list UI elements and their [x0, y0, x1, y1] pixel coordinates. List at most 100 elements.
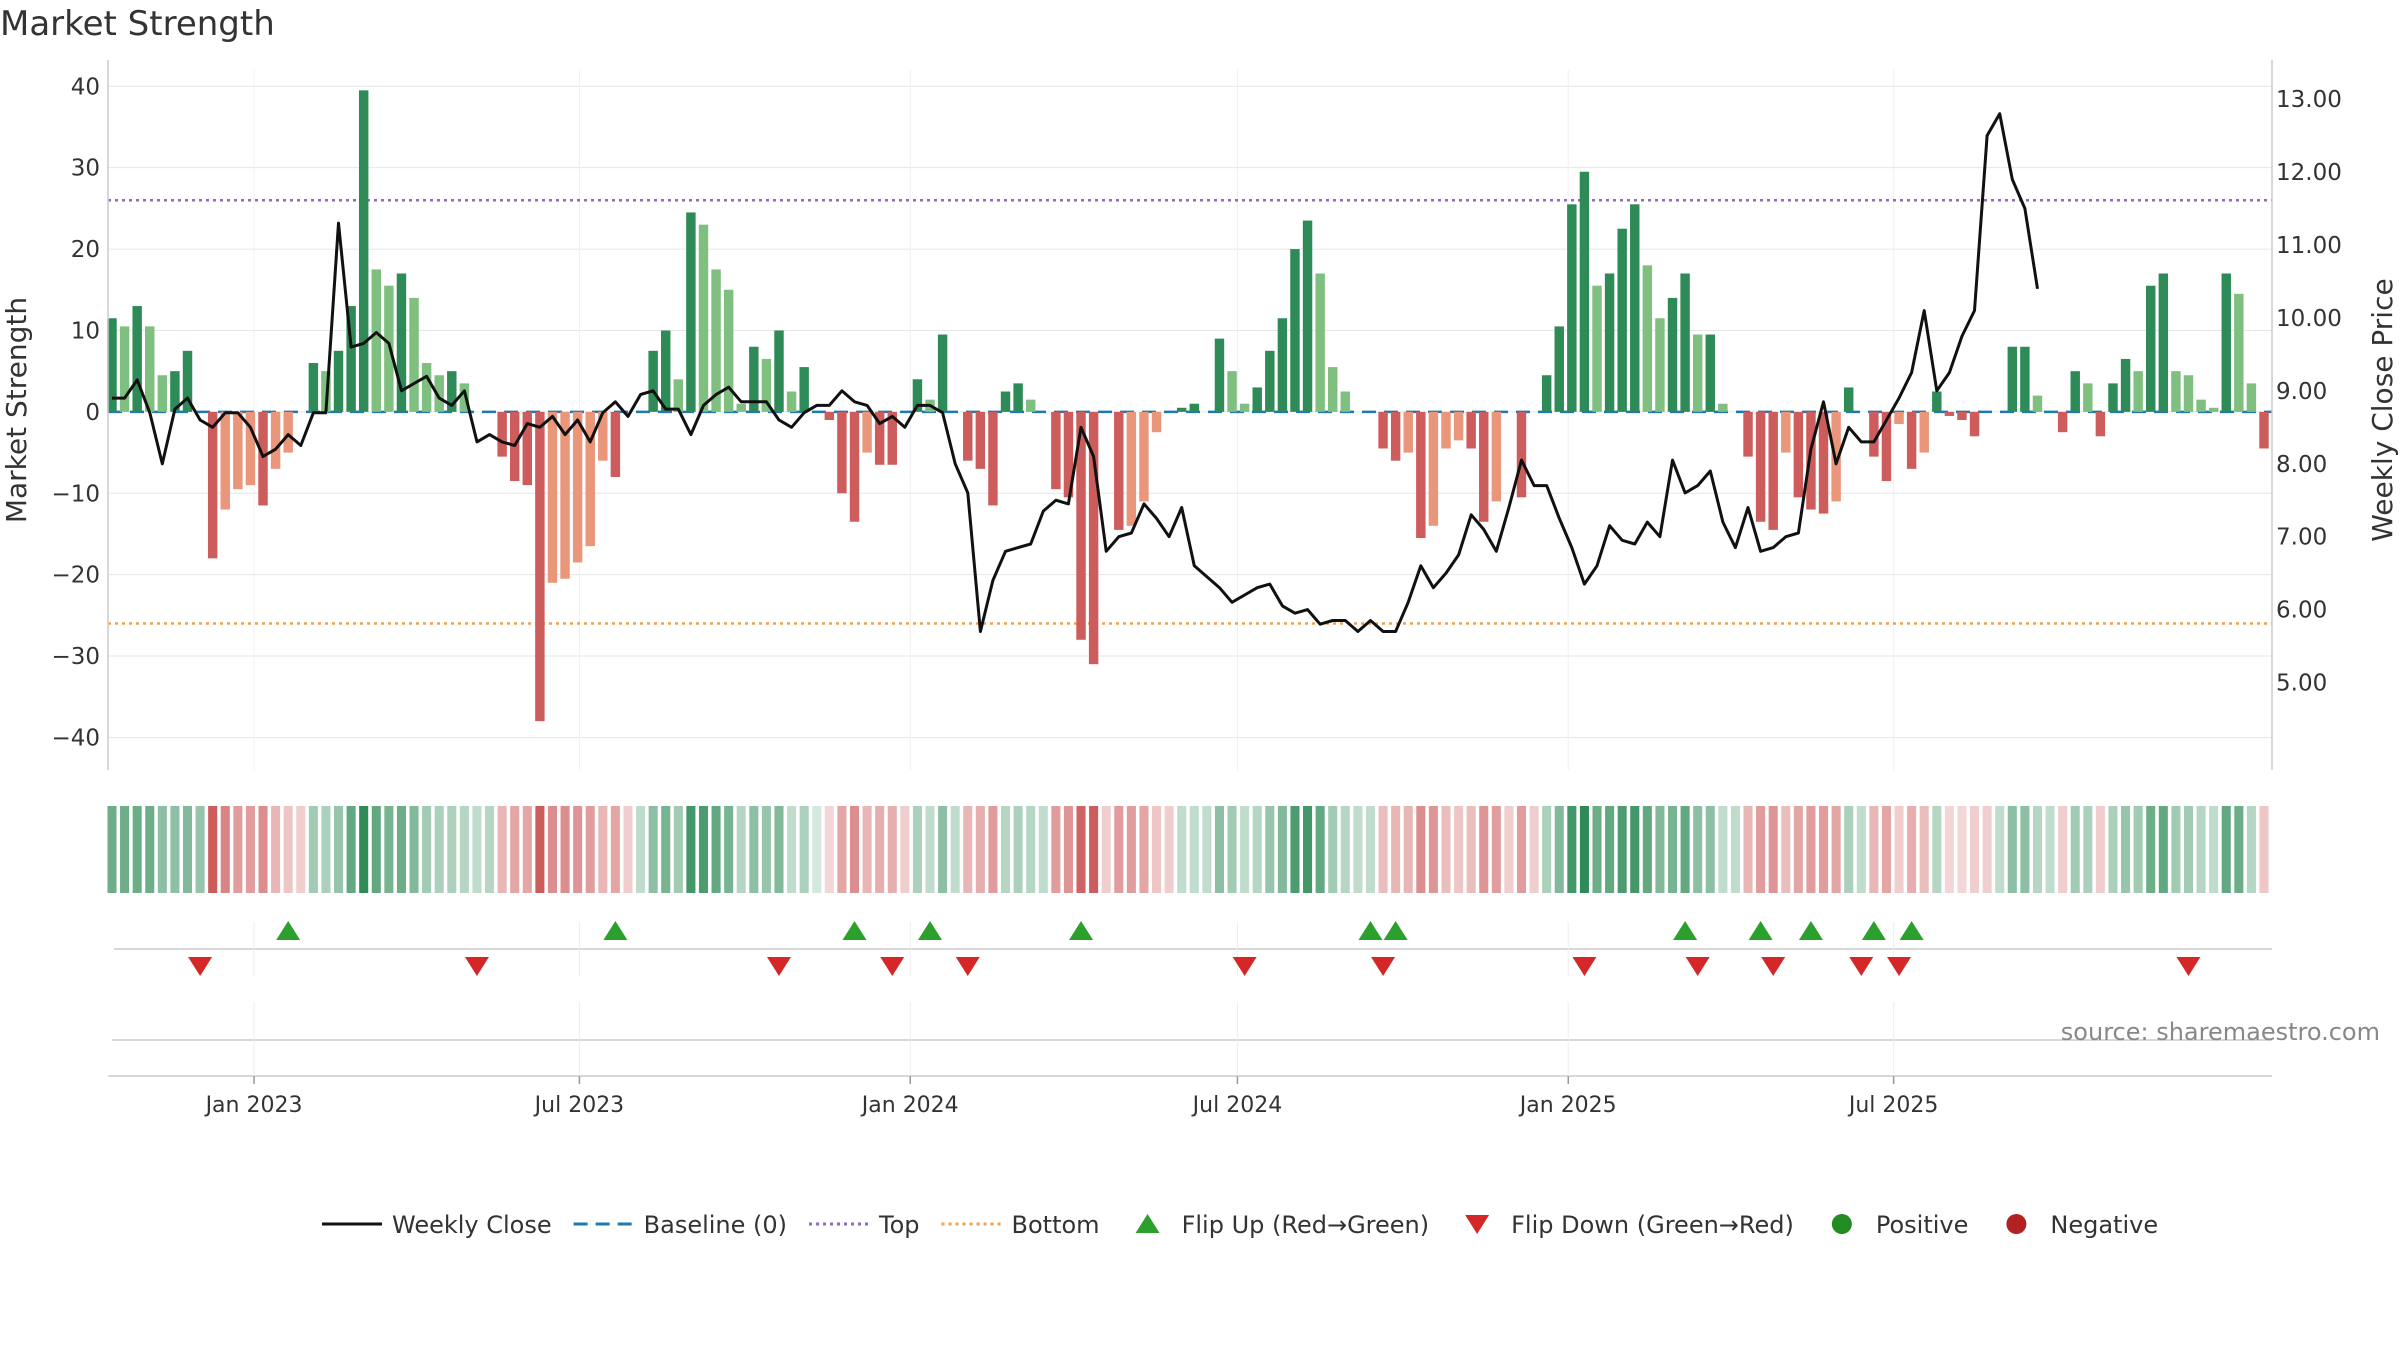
- strength-bar: [711, 269, 721, 412]
- strength-bar: [874, 411, 885, 465]
- strength-swatch: [1353, 806, 1363, 893]
- strength-bar: [1957, 411, 1967, 420]
- strength-swatch: [359, 806, 369, 893]
- strength-bar: [2095, 411, 2106, 437]
- strength-bar: [409, 297, 419, 412]
- right-tick-label: 8.00: [2276, 452, 2327, 478]
- strength-swatch: [686, 806, 696, 893]
- strength-swatch: [1466, 806, 1476, 893]
- strength-swatch: [2058, 806, 2068, 893]
- strength-swatch: [1718, 806, 1728, 893]
- strength-bar: [1441, 411, 1451, 449]
- strength-swatch: [1516, 806, 1527, 893]
- strength-swatch: [1265, 806, 1275, 893]
- strength-swatch: [1076, 806, 1086, 893]
- left-tick-label: 40: [71, 74, 100, 100]
- strength-swatch: [1982, 806, 1992, 893]
- flip-up-marker: [1748, 921, 1773, 940]
- strength-bar: [1277, 318, 1288, 412]
- strength-swatch: [875, 806, 885, 893]
- strength-swatch: [1240, 806, 1250, 893]
- strength-bar: [774, 330, 784, 412]
- flip-up-marker: [1899, 921, 1924, 940]
- strength-swatch: [107, 806, 117, 893]
- strength-swatch: [1290, 806, 1300, 893]
- strength-swatch: [1781, 806, 1791, 893]
- x-tick-label: Jul 2024: [1191, 1093, 1283, 1118]
- strength-swatch: [1944, 806, 1954, 893]
- strength-bar: [1214, 338, 1225, 412]
- strength-swatch: [1428, 806, 1438, 893]
- strength-bar: [157, 375, 168, 412]
- strength-swatch: [182, 806, 193, 893]
- strength-swatch: [724, 806, 734, 893]
- strength-bar: [497, 411, 507, 457]
- weekly-close-line: [112, 112, 2039, 633]
- strength-swatch: [1869, 806, 1879, 893]
- strength-swatch: [396, 806, 406, 893]
- right-tick-label: 7.00: [2276, 525, 2327, 551]
- strength-bar: [1227, 371, 1237, 412]
- strength-swatch: [736, 806, 746, 893]
- flip-down-marker: [1232, 957, 1257, 976]
- strength-bar: [1705, 334, 1715, 412]
- strength-swatch: [1919, 806, 1929, 893]
- strength-bar: [258, 411, 268, 506]
- strength-swatch: [384, 806, 394, 893]
- flip-down-marker: [1849, 957, 1874, 976]
- right-axis-title: Weekly Close Price: [2366, 278, 2399, 541]
- strength-swatch: [157, 806, 167, 893]
- strength-bar: [799, 367, 809, 412]
- strength-swatch: [1844, 806, 1854, 893]
- strength-swatch: [1126, 806, 1136, 893]
- strength-swatch: [1554, 806, 1564, 893]
- strength-swatch: [812, 806, 822, 893]
- strength-bar: [2057, 411, 2068, 433]
- strength-swatch: [1063, 806, 1073, 893]
- strength-swatch: [1303, 806, 1313, 893]
- strength-bar: [522, 411, 533, 486]
- strength-swatch: [975, 806, 985, 893]
- strength-swatch: [610, 806, 620, 893]
- flip-down-marker: [1371, 957, 1396, 976]
- strength-bar: [333, 350, 344, 412]
- strength-bar: [1315, 273, 1325, 412]
- strength-bar: [535, 411, 545, 722]
- strength-bar: [182, 350, 193, 412]
- strength-bar: [598, 411, 608, 461]
- strength-bar: [1680, 273, 1690, 412]
- x-tick-label: Jul 2025: [1847, 1093, 1939, 1118]
- strength-bar: [2070, 371, 2080, 412]
- strength-bar: [1076, 411, 1086, 640]
- strength-bar: [2208, 407, 2219, 412]
- flip-down-marker: [880, 957, 905, 976]
- legend-item: Top: [809, 1211, 920, 1239]
- strength-swatch: [233, 806, 243, 893]
- strength-swatch: [547, 806, 557, 893]
- strength-bar: [1579, 171, 1590, 412]
- strength-swatch: [2234, 806, 2244, 893]
- strength-swatch: [673, 806, 683, 893]
- strength-swatch: [1177, 806, 1187, 893]
- legend-item: Positive: [1831, 1211, 1968, 1239]
- strength-swatch: [2045, 806, 2055, 893]
- strength-bar: [1541, 375, 1552, 412]
- strength-bar: [434, 375, 444, 412]
- strength-bar: [988, 411, 998, 506]
- strength-bar: [207, 411, 218, 559]
- left-tick-label: 0: [85, 400, 100, 426]
- flip-up-marker: [1861, 921, 1886, 940]
- strength-swatch: [1441, 806, 1451, 893]
- strength-swatch: [485, 806, 495, 893]
- strength-bar: [1592, 285, 1602, 412]
- strength-swatch: [938, 806, 948, 893]
- left-tick-label: 10: [71, 318, 100, 344]
- strength-bar: [1051, 411, 1061, 490]
- strength-swatch: [749, 806, 759, 893]
- strength-bar: [1239, 403, 1250, 412]
- strength-swatch: [296, 806, 306, 893]
- strength-swatch: [585, 806, 595, 893]
- strength-swatch: [258, 806, 268, 893]
- strength-bar: [2234, 293, 2244, 412]
